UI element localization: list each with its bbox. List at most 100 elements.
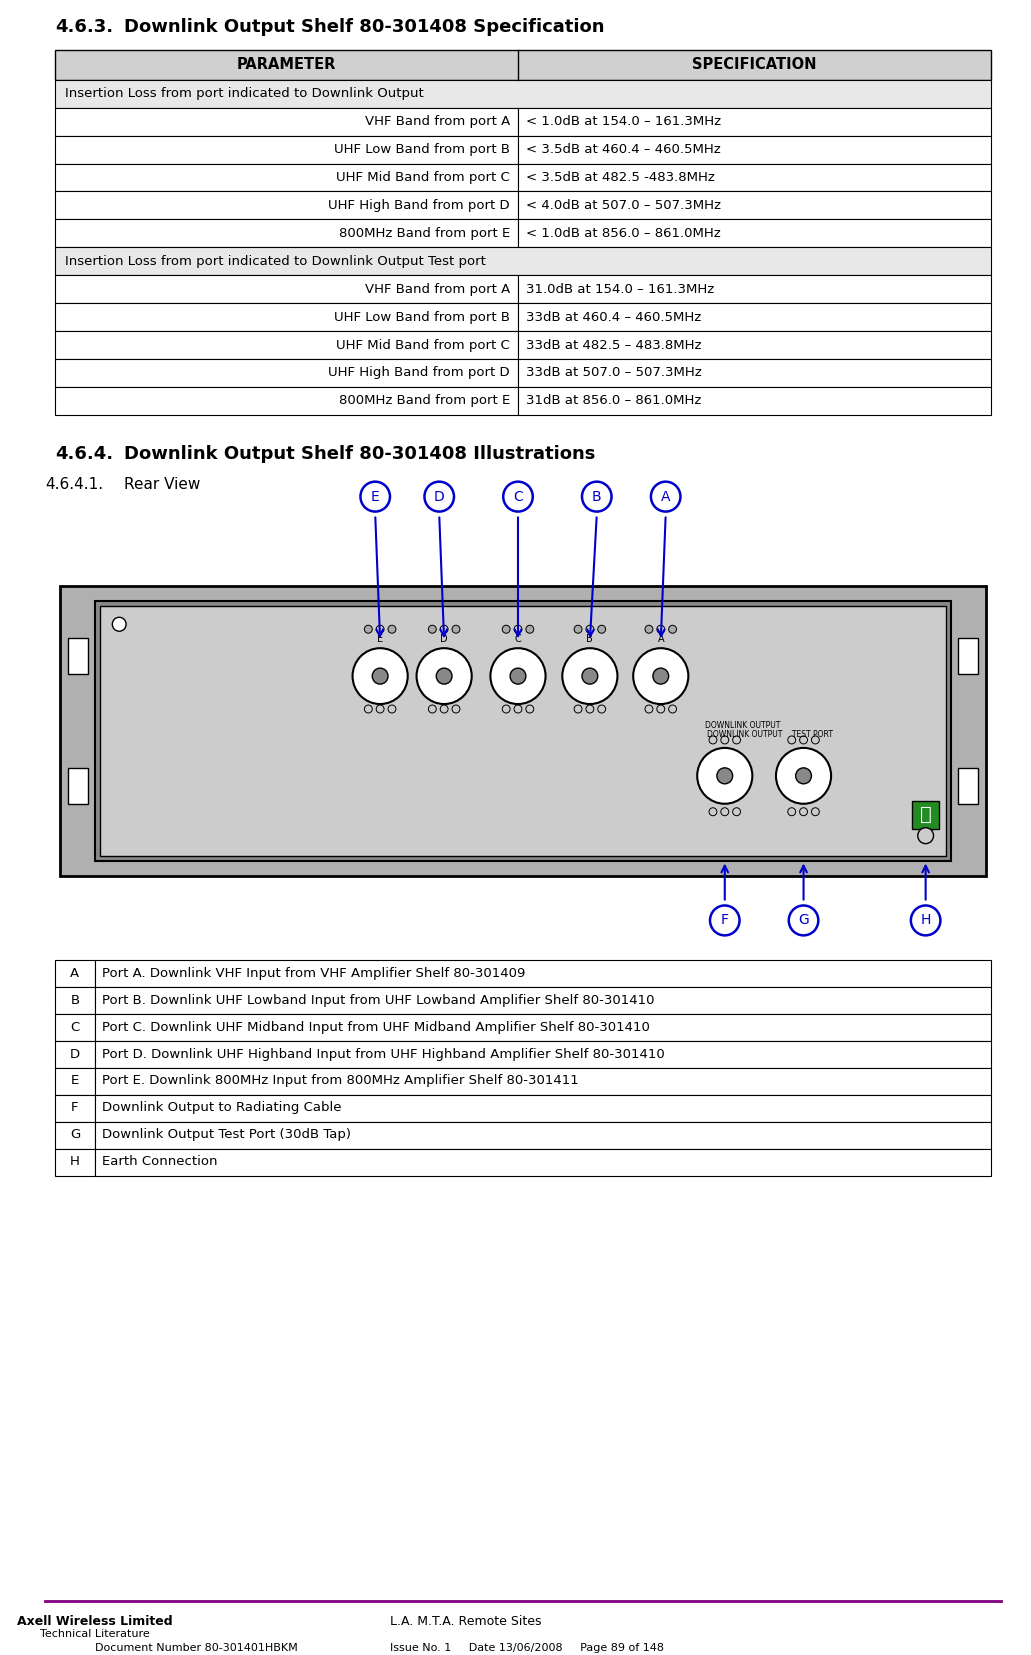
Circle shape <box>586 705 594 713</box>
Bar <box>95 988 991 1015</box>
Text: PARAMETER: PARAMETER <box>237 58 336 73</box>
Circle shape <box>811 808 820 816</box>
Text: 800MHz Band from port E: 800MHz Band from port E <box>339 227 510 240</box>
Bar <box>56 1096 95 1122</box>
Text: Earth Connection: Earth Connection <box>102 1155 218 1168</box>
Circle shape <box>574 626 581 634</box>
Text: UHF Low Band from port B: UHF Low Band from port B <box>334 142 510 156</box>
Bar <box>100 606 946 856</box>
Bar <box>68 768 88 804</box>
Circle shape <box>651 482 680 511</box>
Bar <box>56 136 518 164</box>
Text: 31.0dB at 154.0 – 161.3MHz: 31.0dB at 154.0 – 161.3MHz <box>526 283 714 296</box>
Circle shape <box>800 736 807 743</box>
Circle shape <box>910 905 940 935</box>
Circle shape <box>776 748 831 804</box>
Circle shape <box>514 705 522 713</box>
Circle shape <box>425 482 454 511</box>
Bar <box>56 960 95 988</box>
Bar <box>56 1067 95 1096</box>
Circle shape <box>581 669 598 684</box>
Text: 4.6.3.: 4.6.3. <box>56 18 113 36</box>
Bar <box>518 136 991 164</box>
Text: SPECIFICATION: SPECIFICATION <box>692 58 817 73</box>
Bar <box>518 220 991 247</box>
Text: E: E <box>71 1074 79 1087</box>
Bar <box>56 303 518 331</box>
Bar <box>95 1041 991 1067</box>
Bar <box>958 768 977 804</box>
Text: Port E. Downlink 800MHz Input from 800MHz Amplifier Shelf 80-301411: Port E. Downlink 800MHz Input from 800MH… <box>102 1074 579 1087</box>
Circle shape <box>388 705 396 713</box>
Bar <box>518 387 991 415</box>
Bar <box>56 988 95 1015</box>
Circle shape <box>429 705 436 713</box>
Circle shape <box>796 768 811 784</box>
Bar <box>95 960 991 988</box>
Bar <box>95 601 952 861</box>
Bar <box>518 164 991 192</box>
Text: Issue No. 1     Date 13/06/2008     Page 89 of 148: Issue No. 1 Date 13/06/2008 Page 89 of 1… <box>390 1643 664 1653</box>
Bar <box>56 50 991 79</box>
Bar <box>958 639 977 674</box>
Bar <box>68 639 88 674</box>
Bar <box>518 192 991 220</box>
Circle shape <box>598 626 605 634</box>
Text: Port A. Downlink VHF Input from VHF Amplifier Shelf 80-301409: Port A. Downlink VHF Input from VHF Ampl… <box>102 967 526 980</box>
Circle shape <box>376 626 385 634</box>
Circle shape <box>709 808 717 816</box>
Text: Insertion Loss from port indicated to Downlink Output: Insertion Loss from port indicated to Do… <box>65 88 424 101</box>
Text: Insertion Loss from port indicated to Downlink Output Test port: Insertion Loss from port indicated to Do… <box>65 255 486 268</box>
Bar <box>518 275 991 303</box>
Circle shape <box>657 626 665 634</box>
Circle shape <box>112 617 126 631</box>
Text: D: D <box>440 634 447 644</box>
Bar <box>518 303 991 331</box>
Circle shape <box>598 705 605 713</box>
Bar <box>56 247 991 275</box>
Bar <box>56 220 518 247</box>
Circle shape <box>502 705 510 713</box>
Text: G: G <box>798 914 809 927</box>
Text: < 3.5dB at 482.5 -483.8MHz: < 3.5dB at 482.5 -483.8MHz <box>526 170 714 184</box>
Text: < 3.5dB at 460.4 – 460.5MHz: < 3.5dB at 460.4 – 460.5MHz <box>526 142 721 156</box>
Circle shape <box>721 808 729 816</box>
Text: Axell Wireless Limited: Axell Wireless Limited <box>16 1615 172 1629</box>
Circle shape <box>510 669 526 684</box>
Circle shape <box>709 736 717 743</box>
Circle shape <box>717 768 733 784</box>
Circle shape <box>733 736 740 743</box>
Circle shape <box>526 705 534 713</box>
Text: C: C <box>513 490 523 503</box>
Bar <box>911 801 939 829</box>
Text: Technical Literature: Technical Literature <box>40 1630 149 1640</box>
Text: Downlink Output Shelf 80-301408 Specification: Downlink Output Shelf 80-301408 Specific… <box>124 18 604 36</box>
Bar <box>56 275 518 303</box>
Circle shape <box>789 905 819 935</box>
Text: H: H <box>921 914 931 927</box>
Bar <box>56 192 518 220</box>
Circle shape <box>526 626 534 634</box>
Circle shape <box>429 626 436 634</box>
Text: Port D. Downlink UHF Highband Input from UHF Highband Amplifier Shelf 80-301410: Port D. Downlink UHF Highband Input from… <box>102 1048 665 1061</box>
Text: F: F <box>721 914 729 927</box>
Text: Rear View: Rear View <box>124 477 200 492</box>
Circle shape <box>581 482 611 511</box>
Text: D: D <box>434 490 444 503</box>
Circle shape <box>811 736 820 743</box>
Text: E: E <box>377 634 384 644</box>
Bar <box>56 1122 95 1149</box>
Text: Downlink Output Test Port (30dB Tap): Downlink Output Test Port (30dB Tap) <box>102 1129 352 1142</box>
Text: B: B <box>70 993 79 1006</box>
Circle shape <box>669 626 676 634</box>
Text: Port C. Downlink UHF Midband Input from UHF Midband Amplifier Shelf 80-301410: Port C. Downlink UHF Midband Input from … <box>102 1021 651 1034</box>
Circle shape <box>372 669 388 684</box>
Circle shape <box>669 705 676 713</box>
Text: UHF Mid Band from port C: UHF Mid Band from port C <box>336 339 510 351</box>
Text: A: A <box>658 634 664 644</box>
Text: UHF High Band from port D: UHF High Band from port D <box>329 199 510 212</box>
Text: C: C <box>70 1021 79 1034</box>
Text: UHF Low Band from port B: UHF Low Band from port B <box>334 311 510 324</box>
Text: 31dB at 856.0 – 861.0MHz: 31dB at 856.0 – 861.0MHz <box>526 394 701 407</box>
Bar <box>56 79 991 108</box>
